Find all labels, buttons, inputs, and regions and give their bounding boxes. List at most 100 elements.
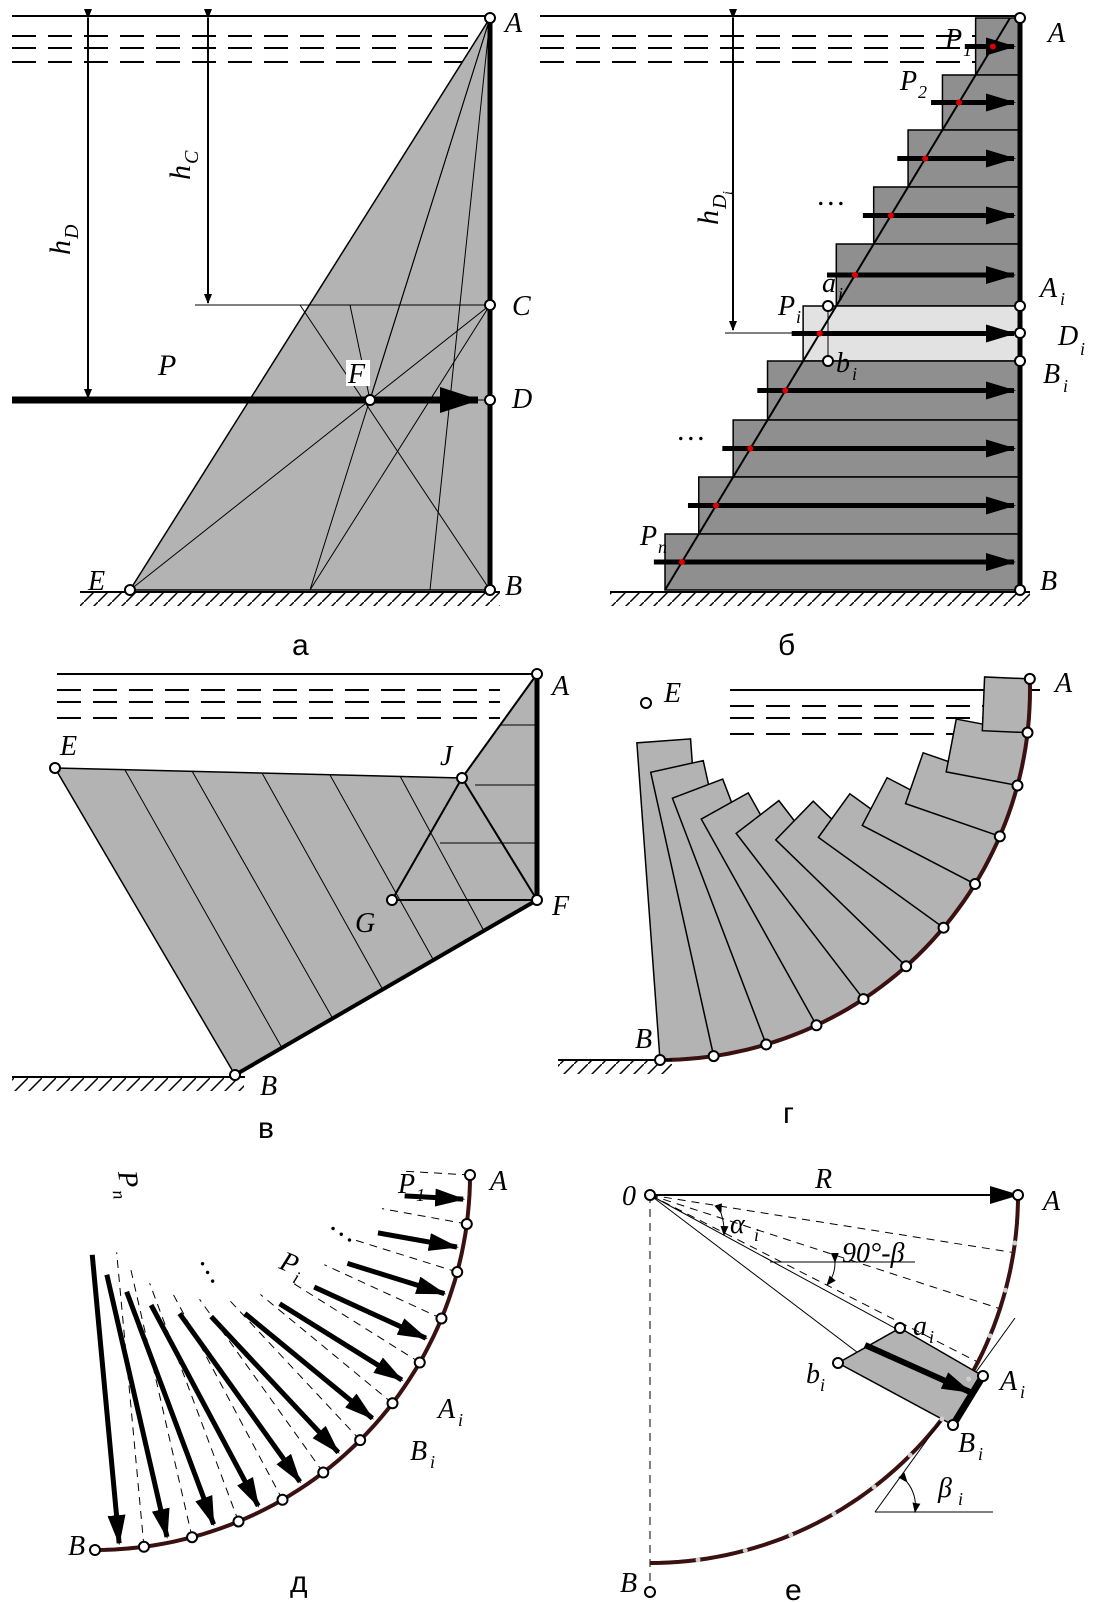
caption-e: е (785, 1574, 802, 1602)
pressure-arrow (278, 1301, 404, 1383)
segment-tick (742, 1547, 748, 1553)
svg-text:h: h (164, 165, 197, 180)
segment-node (857, 993, 870, 1006)
segment-node (760, 1038, 773, 1051)
label-O: 0 (622, 1181, 636, 1212)
label-hC: h C (164, 150, 203, 180)
label-D: D (511, 384, 532, 415)
segment-tick (695, 1557, 701, 1563)
pressure-arrow (177, 1312, 303, 1484)
label-R: R (814, 1164, 832, 1195)
segment-node (460, 1217, 473, 1230)
svg-text:P: P (777, 291, 795, 322)
segment-tick (788, 1532, 794, 1538)
segment-node (1011, 779, 1024, 792)
svg-text:i: i (1063, 376, 1068, 396)
dots-upper: … (818, 179, 845, 212)
pressure-arrow (148, 1303, 261, 1508)
dots-upper: … (326, 1207, 367, 1249)
label-A: A (550, 671, 570, 702)
svg-text:P: P (899, 66, 917, 97)
dots-lower: … (194, 1249, 236, 1289)
label-A: A (1041, 1186, 1061, 1217)
panel-g: A E B г (558, 668, 1073, 1130)
segment-node (317, 1466, 330, 1479)
svg-text:i: i (754, 1225, 759, 1245)
segment-tick (987, 1333, 993, 1339)
caption-g: г (783, 1097, 794, 1130)
pressure-arrow (89, 1254, 126, 1546)
label-G: G (355, 908, 375, 939)
application-point (956, 99, 963, 106)
label-E: E (59, 731, 77, 762)
segment-node (707, 1050, 720, 1063)
svg-text:i: i (1060, 289, 1065, 309)
svg-text:2: 2 (918, 82, 927, 102)
application-point (678, 559, 685, 565)
segment-node (232, 1515, 245, 1528)
svg-text:D: D (709, 194, 731, 210)
segment-node (137, 1540, 150, 1553)
label-B: B (68, 1531, 85, 1562)
svg-text:1: 1 (416, 1185, 425, 1205)
segment-node (435, 1312, 448, 1325)
label-hD: h D (44, 224, 83, 255)
application-point (782, 387, 789, 394)
label-Pn: Pn (109, 1168, 145, 1201)
svg-text:n: n (109, 1189, 130, 1201)
label-J: J (440, 741, 454, 772)
label-B: B (1040, 566, 1057, 597)
svg-text:1: 1 (963, 40, 972, 60)
svg-text:C: C (181, 150, 203, 164)
svg-text:i: i (721, 191, 736, 195)
caption-b: б (778, 629, 795, 662)
pressure-arrow (124, 1290, 216, 1527)
panel-a: A C D B E F P h D h C а (12, 8, 532, 662)
segment-node (1021, 726, 1034, 739)
dots-lower: … (678, 414, 705, 447)
svg-text:A: A (998, 1366, 1018, 1397)
svg-text:P: P (639, 521, 657, 552)
application-point (887, 212, 894, 219)
application-point (851, 272, 858, 278)
segment-tick (966, 1376, 972, 1382)
segment-node (464, 1169, 476, 1181)
label-angle: 90°-β (842, 1238, 905, 1269)
segment-tick (1002, 1287, 1008, 1293)
segment-node (810, 1019, 823, 1032)
segment-node (993, 830, 1006, 843)
application-point (747, 445, 754, 452)
svg-text:h: h (44, 240, 77, 255)
segment-node (937, 921, 950, 934)
svg-text:i: i (958, 1489, 963, 1509)
pressure-arrow (346, 1261, 447, 1296)
svg-text:P: P (944, 24, 962, 55)
label-F: F (347, 359, 366, 390)
curved-pressure-steps (636, 676, 1031, 1061)
svg-text:i: i (929, 1327, 934, 1347)
label-A: A (488, 1166, 508, 1197)
label-hDi: h D i (692, 191, 736, 225)
label-A: A (1046, 18, 1066, 49)
label-C: C (512, 291, 531, 322)
segment-node (1023, 672, 1036, 685)
caption-v: в (258, 1112, 274, 1145)
panel-v: A F J G E B в (12, 668, 570, 1145)
segment-node (413, 1356, 426, 1369)
svg-text:A: A (1038, 273, 1058, 304)
svg-text:α: α (730, 1209, 746, 1240)
application-point (922, 155, 929, 162)
label-B: B (620, 1568, 637, 1599)
